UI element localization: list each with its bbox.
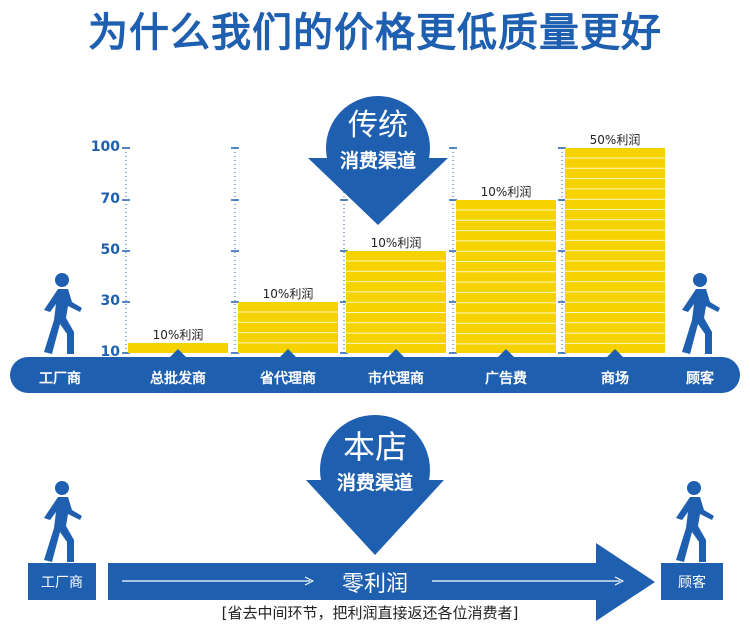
walking-person-icon (44, 273, 82, 354)
arrow-text: 零利润 (341, 572, 408, 597)
bar (128, 343, 228, 353)
down-arrow-badge-icon (308, 96, 448, 225)
walking-person-icon (44, 481, 82, 562)
caption: [省去中间环节，把利润直接返还各位消费者] (170, 602, 570, 623)
category-start: 工厂商 (39, 371, 81, 387)
channel-band (10, 357, 740, 393)
start-box: 工厂商 (28, 563, 96, 600)
down-arrow-badge-icon (306, 415, 444, 555)
y-axis (122, 147, 566, 355)
right-arrow-icon (108, 543, 655, 621)
y-tick-label: 100 (90, 139, 120, 155)
bars (128, 148, 665, 353)
badge-subtitle: 消费渠道 (339, 150, 416, 172)
bar-data-label: 10%利润 (152, 328, 204, 342)
y-tick-label: 50 (100, 242, 120, 258)
walking-person-icon (682, 273, 720, 354)
category-label: 广告费 (485, 371, 527, 387)
badge-subtitle: 消费渠道 (336, 472, 413, 494)
badge-title: 传统 (348, 108, 408, 143)
y-tick-label: 30 (100, 293, 120, 309)
category-label: 省代理商 (260, 371, 316, 387)
bar-data-label: 50%利润 (589, 133, 641, 147)
walking-person-icon (676, 481, 714, 562)
page-title: 为什么我们的价格更低质量更好 (88, 10, 662, 56)
category-end: 顾客 (686, 371, 714, 387)
category-label: 市代理商 (368, 371, 424, 387)
category-label: 商场 (601, 371, 629, 387)
y-tick-label: 10 (100, 344, 120, 360)
bar (456, 200, 556, 353)
category-label: 总批发商 (150, 371, 206, 387)
bar-data-label: 10%利润 (480, 185, 532, 199)
end-box: 顾客 (661, 563, 723, 600)
bar (238, 302, 338, 353)
bar-data-label: 10%利润 (370, 236, 422, 250)
y-tick-label: 70 (100, 191, 120, 207)
bar-data-label: 10%利润 (262, 287, 314, 301)
badge-title: 本店 (342, 428, 407, 466)
